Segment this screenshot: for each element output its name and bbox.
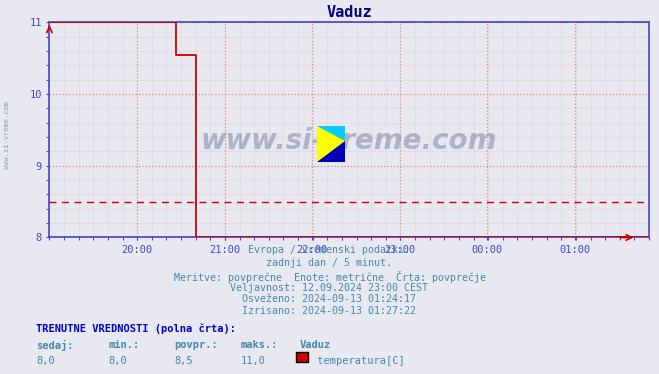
Bar: [316, 126, 345, 162]
Text: Meritve: povprečne  Enote: metrične  Črta: povprečje: Meritve: povprečne Enote: metrične Črta:…: [173, 271, 486, 283]
Text: sedaj:: sedaj:: [36, 340, 74, 351]
Text: 8,5: 8,5: [175, 356, 193, 366]
Text: zadnji dan / 5 minut.: zadnji dan / 5 minut.: [266, 258, 393, 268]
Text: Veljavnost: 12.09.2024 23:00 CEST: Veljavnost: 12.09.2024 23:00 CEST: [231, 283, 428, 293]
Title: Vaduz: Vaduz: [326, 5, 372, 20]
Text: temperatura[C]: temperatura[C]: [311, 356, 405, 366]
Text: 11,0: 11,0: [241, 356, 266, 366]
Polygon shape: [316, 126, 345, 141]
Polygon shape: [316, 141, 345, 162]
Text: www.si-vreme.com: www.si-vreme.com: [3, 101, 10, 169]
Text: 8,0: 8,0: [36, 356, 55, 366]
Text: Vaduz: Vaduz: [300, 340, 331, 350]
Text: maks.:: maks.:: [241, 340, 278, 350]
Text: Evropa / vremenski podatki.: Evropa / vremenski podatki.: [248, 245, 411, 255]
Text: povpr.:: povpr.:: [175, 340, 218, 350]
Text: min.:: min.:: [109, 340, 140, 350]
Text: Izrisano: 2024-09-13 01:27:22: Izrisano: 2024-09-13 01:27:22: [243, 306, 416, 316]
Text: TRENUTNE VREDNOSTI (polna črta):: TRENUTNE VREDNOSTI (polna črta):: [36, 324, 236, 334]
Text: 8,0: 8,0: [109, 356, 127, 366]
Text: www.si-vreme.com: www.si-vreme.com: [201, 127, 498, 155]
Text: Osveženo: 2024-09-13 01:24:17: Osveženo: 2024-09-13 01:24:17: [243, 294, 416, 304]
